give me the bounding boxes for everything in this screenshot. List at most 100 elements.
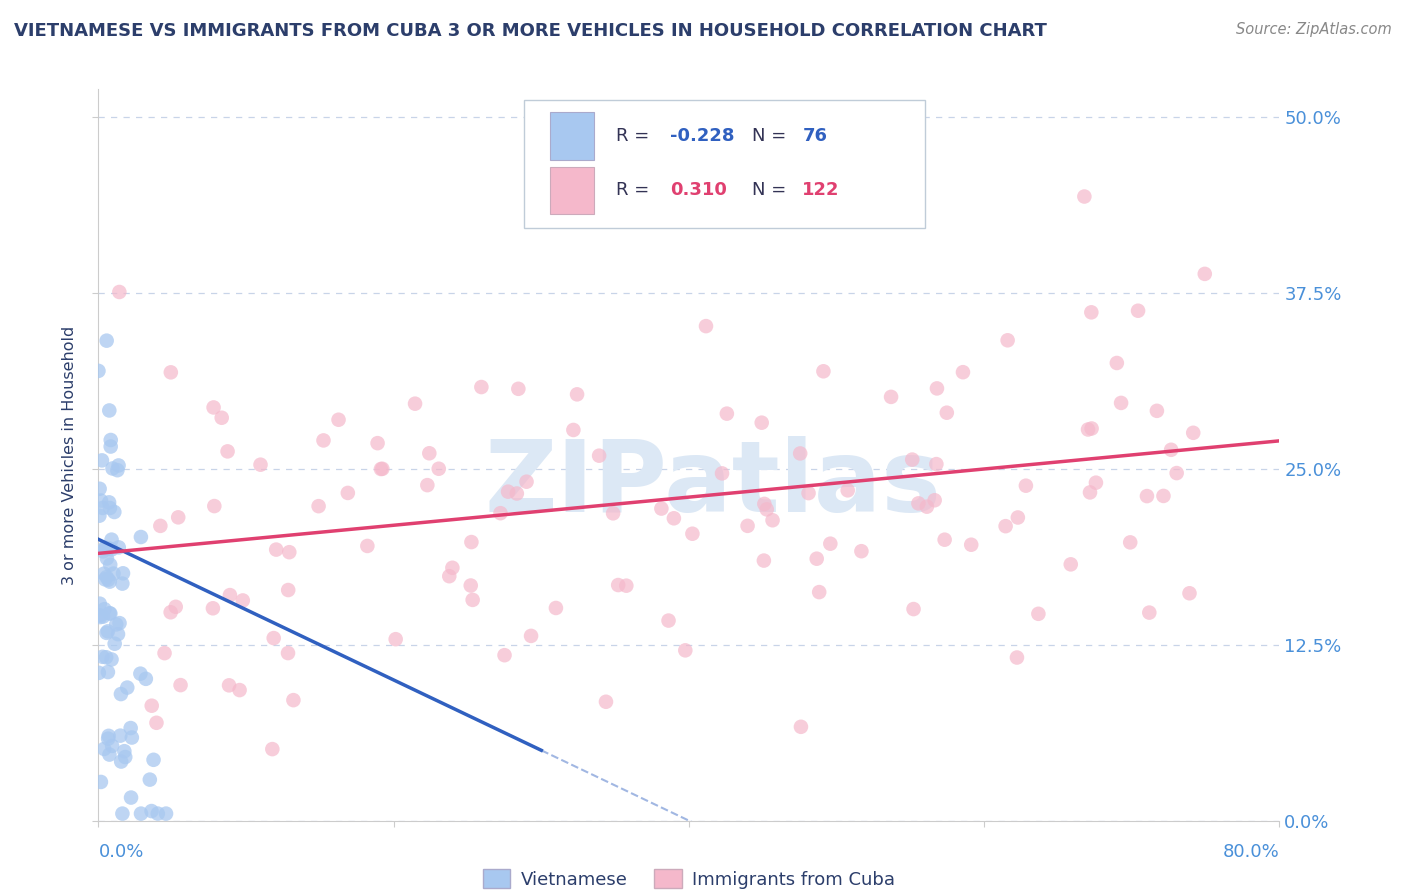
Point bbox=[367, 436, 389, 450]
Point bbox=[851, 544, 873, 558]
Point bbox=[737, 519, 759, 533]
Point bbox=[129, 666, 152, 681]
Point bbox=[1073, 189, 1095, 203]
Point bbox=[806, 551, 828, 566]
Point bbox=[153, 646, 176, 660]
Point bbox=[716, 407, 738, 421]
Point bbox=[336, 486, 359, 500]
FancyBboxPatch shape bbox=[550, 112, 595, 160]
Point bbox=[901, 452, 924, 467]
Point bbox=[89, 508, 111, 523]
Point bbox=[100, 542, 122, 557]
Point bbox=[1105, 356, 1128, 370]
Point bbox=[813, 364, 835, 378]
Point bbox=[1146, 404, 1168, 418]
Point bbox=[111, 576, 134, 591]
Point bbox=[90, 493, 112, 508]
Legend: Vietnamese, Immigrants from Cuba: Vietnamese, Immigrants from Cuba bbox=[475, 862, 903, 892]
Point bbox=[98, 574, 121, 589]
Text: 76: 76 bbox=[803, 127, 827, 145]
Point bbox=[754, 497, 776, 511]
Point bbox=[107, 627, 129, 641]
Point bbox=[89, 610, 111, 624]
Text: -0.228: -0.228 bbox=[671, 127, 734, 145]
Point bbox=[820, 537, 842, 551]
Point bbox=[97, 729, 120, 743]
Point bbox=[110, 729, 132, 743]
Point bbox=[120, 721, 142, 735]
Point bbox=[789, 446, 811, 460]
Point bbox=[201, 601, 224, 615]
Point bbox=[121, 731, 143, 745]
Point bbox=[91, 500, 114, 515]
Point bbox=[650, 501, 672, 516]
Point bbox=[103, 505, 125, 519]
Text: R =: R = bbox=[616, 181, 661, 199]
Point bbox=[1028, 607, 1050, 621]
Point bbox=[494, 648, 516, 663]
Point bbox=[1005, 650, 1028, 665]
Point bbox=[107, 541, 129, 555]
Point bbox=[91, 609, 114, 624]
Point bbox=[155, 806, 177, 821]
Point bbox=[662, 511, 685, 525]
Point bbox=[915, 500, 938, 514]
Point bbox=[93, 602, 115, 616]
Point bbox=[89, 482, 111, 496]
Point bbox=[98, 558, 121, 572]
Point bbox=[94, 541, 117, 555]
Point bbox=[1119, 535, 1142, 549]
Point bbox=[217, 444, 239, 458]
Point bbox=[149, 519, 172, 533]
Point bbox=[1015, 478, 1038, 492]
Point bbox=[418, 446, 440, 460]
Point bbox=[91, 649, 114, 664]
Point bbox=[328, 413, 350, 427]
Point bbox=[96, 551, 118, 566]
Point bbox=[93, 742, 115, 756]
Text: 0.310: 0.310 bbox=[671, 181, 727, 199]
Point bbox=[249, 458, 271, 472]
Point bbox=[219, 588, 242, 602]
Point bbox=[952, 365, 974, 379]
Point bbox=[751, 416, 773, 430]
Point bbox=[356, 539, 378, 553]
Point bbox=[108, 616, 131, 631]
Point bbox=[96, 570, 118, 584]
Point bbox=[1137, 606, 1160, 620]
Point bbox=[1109, 396, 1132, 410]
Point bbox=[404, 397, 426, 411]
Point bbox=[263, 631, 285, 645]
Point bbox=[1166, 466, 1188, 480]
Point bbox=[278, 545, 301, 559]
Point bbox=[112, 744, 135, 758]
Point bbox=[907, 496, 929, 510]
Point bbox=[790, 720, 813, 734]
Point bbox=[508, 382, 530, 396]
Point bbox=[262, 742, 284, 756]
Text: 0.0%: 0.0% bbox=[98, 843, 143, 861]
Point bbox=[1080, 421, 1102, 435]
Point bbox=[98, 747, 121, 762]
Point bbox=[98, 495, 121, 509]
Point bbox=[277, 582, 299, 597]
Point bbox=[837, 483, 859, 498]
Point bbox=[1194, 267, 1216, 281]
Point bbox=[506, 486, 529, 500]
Point bbox=[903, 602, 925, 616]
Point bbox=[924, 493, 946, 508]
Point bbox=[277, 646, 299, 660]
Point bbox=[87, 665, 110, 680]
Point bbox=[89, 597, 111, 611]
Point bbox=[218, 678, 240, 692]
Point bbox=[565, 387, 588, 401]
Point bbox=[562, 423, 585, 437]
Point bbox=[202, 499, 225, 513]
Point bbox=[98, 501, 121, 516]
Point bbox=[97, 573, 120, 587]
Point bbox=[934, 533, 956, 547]
Point bbox=[98, 606, 121, 620]
Text: N =: N = bbox=[752, 181, 792, 199]
Point bbox=[94, 572, 117, 586]
Point bbox=[470, 380, 492, 394]
